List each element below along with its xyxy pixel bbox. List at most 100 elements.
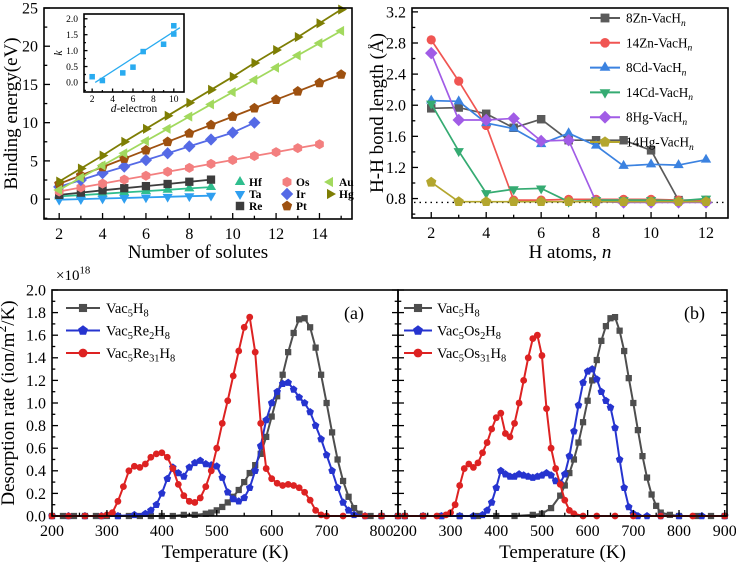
legend: Vac5H8 Vac5Re2H8 Vac5Re31H8 [66,301,175,365]
data-point [114,497,122,505]
x-tick-label: 800 [370,523,394,540]
data-point [249,102,260,113]
data-point [279,482,287,489]
legend-item-Vac5Os31H8: Vac5Os31H8 [404,346,506,365]
y-tick-label: 0.0 [26,508,46,525]
data-point [285,349,292,356]
data-point [180,511,187,518]
data-point [306,324,314,331]
data-point [251,57,261,69]
y-tick-label: 1.2 [26,373,46,390]
data-point [76,188,86,197]
legend-item-Au: Au [324,176,354,189]
data-point [119,195,130,204]
data-point [109,509,116,517]
legend-item-14Zn-VacHn: 14Zn-VacHn [590,35,693,54]
data-point [296,316,303,323]
legend-marker [78,303,88,313]
data-point [262,415,271,424]
data-point [229,372,237,380]
legend-marker [413,325,423,335]
data-point [161,123,171,134]
data-point [202,483,210,491]
y-tick-label: 1.6 [386,129,406,146]
legend-marker [413,303,423,313]
data-point [520,377,528,384]
data-point [566,469,573,477]
x-tick-label: 400 [150,523,174,540]
x-tick-label: 2 [90,95,95,105]
x-tick-label: 8 [592,225,600,242]
data-point [186,97,196,108]
series-markers-Hg [56,4,347,187]
data-point [268,413,275,420]
data-point [143,123,152,134]
legend-marker [280,187,294,201]
series-markers-Vac5Os31H8 [401,331,729,520]
legend-label: 14Cd-VacHn [626,85,693,103]
data-point [185,177,194,186]
data-point [607,315,614,322]
data-point [344,506,353,514]
legend-item-Ta: Ta [234,189,262,201]
x-axis-label: d-electron [111,103,158,115]
series-line-Au [58,30,342,191]
data-point [639,452,646,460]
data-point [190,458,199,467]
x-tick-label: 8 [151,95,156,105]
y-tick-label: 1.0 [66,47,78,57]
data-point [598,337,605,344]
data-point [257,450,264,457]
legend-item-14Cd-VacHn: 14Cd-VacHn [590,85,693,103]
data-point [273,387,281,395]
data-point [508,122,519,132]
legend: Vac5H8 Vac5Os2H8 Vac5Os31H8 [404,301,506,365]
data-point [75,196,86,205]
data-point [479,113,493,127]
data-point [246,313,254,321]
legend-item-Pt: Pt [281,200,307,213]
legend-marker [327,188,336,200]
data-point [536,114,546,124]
data-point [191,499,199,506]
data-point [547,471,555,479]
legend-marker [78,348,88,358]
legend-marker [600,13,610,23]
data-point [630,399,637,407]
data-point [163,453,171,461]
data-point [180,492,188,500]
data-point [56,176,66,187]
data-point [98,186,107,195]
axis-multiplier-label: ×1018 [56,265,90,284]
data-point [224,499,231,506]
data-point [226,87,236,98]
x-tick-label: 900 [713,523,736,540]
data-point [306,496,314,504]
data-point [619,135,628,145]
y-tick-label: 2.4 [386,67,406,84]
data-point [139,154,153,167]
data-point [241,478,248,486]
data-point [125,467,133,475]
x-axis-label: Number of solutes [128,242,268,262]
data-point [611,423,619,432]
y-axis-label: Desorption rate (ion/m2/K) [0,300,19,505]
data-point [196,456,205,464]
legend-marker [324,176,333,188]
data-point [174,480,182,488]
data-point [345,493,352,500]
chart-binding-energy: 2 4 6 8 10 12 14 0 5 10 15 20 25 Number of solutes Bin… [1,0,354,262]
legend-label: Vac5Os31H8 [437,346,506,365]
data-point [99,150,109,161]
data-point [185,497,193,505]
y-tick-label: 2.0 [386,98,406,115]
data-point [185,463,194,471]
data-point [535,196,547,207]
data-point [160,41,167,48]
chart-k-inset: 2 4 6 8 10 0.0 0.5 1.0 1.5 2.0 d-electron k [53,13,185,115]
data-point [207,467,215,475]
data-point [561,496,569,504]
series-line-Hg [58,8,342,183]
data-point [570,427,578,435]
y-tick-label: 2.0 [66,15,78,25]
